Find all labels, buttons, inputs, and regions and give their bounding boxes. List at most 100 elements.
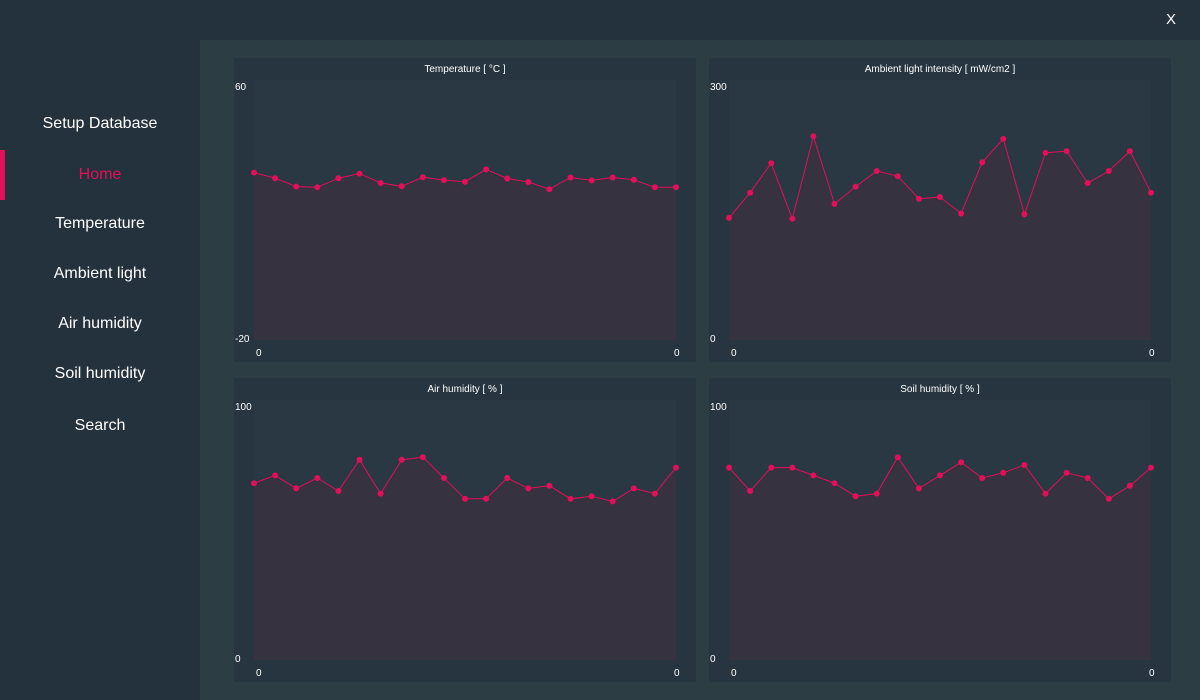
sidebar-item-temperature[interactable]: Temperature — [0, 199, 200, 249]
data-point — [1084, 475, 1091, 481]
air-humidity-chart-panel: Air humidity [ % ] 100 0 0 0 — [234, 378, 696, 682]
data-point — [873, 168, 880, 174]
area-fill — [729, 457, 1151, 660]
data-point — [673, 464, 679, 471]
data-point — [630, 176, 637, 183]
data-point — [567, 495, 574, 502]
ambient-light-chart: 300 0 0 0 — [710, 80, 1155, 359]
data-point — [937, 472, 943, 479]
data-point — [726, 214, 732, 221]
data-point — [356, 170, 363, 177]
temperature-chart-panel: Temperature [ °C ] 60 -20 0 0 — [234, 58, 696, 362]
data-point — [588, 493, 595, 500]
sidebar-item-soil-humidity[interactable]: Soil humidity — [0, 349, 200, 399]
data-point — [483, 495, 490, 502]
data-point — [979, 475, 986, 481]
data-point — [937, 194, 943, 200]
data-point — [831, 200, 838, 207]
data-point — [810, 472, 817, 479]
data-point — [768, 464, 775, 471]
x-tick-start: 0 — [256, 668, 262, 679]
data-point — [314, 184, 321, 191]
x-tick-start: 0 — [731, 348, 737, 359]
data-point — [314, 475, 321, 481]
x-tick-start: 0 — [731, 668, 737, 679]
data-point — [293, 485, 300, 492]
data-point — [377, 490, 384, 497]
data-point — [630, 485, 637, 492]
data-point — [1105, 168, 1112, 174]
data-point — [398, 456, 405, 463]
sidebar-item-label: Ambient light — [53, 265, 147, 282]
y-tick-min: 0 — [710, 334, 716, 345]
data-point — [1084, 180, 1091, 187]
data-point — [525, 485, 532, 492]
sidebar-item-home[interactable]: Home — [0, 150, 200, 200]
sidebar-item-label: Setup Database — [42, 115, 158, 132]
data-point — [768, 160, 775, 167]
data-point — [525, 179, 532, 185]
sidebar-item-label: Air humidity — [58, 315, 142, 332]
data-point — [272, 472, 279, 479]
data-point — [747, 488, 754, 494]
data-point — [651, 184, 658, 191]
area-fill — [254, 457, 676, 660]
data-point — [1021, 462, 1028, 468]
area-fill — [729, 136, 1151, 340]
data-point — [852, 493, 859, 500]
data-point — [673, 184, 679, 191]
data-point — [1021, 211, 1028, 218]
sidebar-item-ambient-light[interactable]: Ambient light — [0, 249, 200, 299]
close-button[interactable]: X — [1165, 11, 1176, 28]
air-humidity-chart: 100 0 0 0 — [235, 400, 680, 679]
soil-humidity-chart-panel: Soil humidity [ % ] 100 0 0 0 — [709, 378, 1171, 682]
data-point — [272, 175, 279, 182]
y-tick-min: 0 — [235, 654, 241, 665]
title-bar: X — [0, 0, 1200, 40]
y-tick-max: 100 — [710, 402, 727, 413]
y-tick-min: -20 — [235, 334, 250, 345]
data-point — [958, 459, 965, 466]
data-point — [1148, 464, 1154, 471]
data-point — [979, 159, 986, 166]
sidebar-item-label: Soil humidity — [54, 365, 146, 382]
data-point — [894, 454, 901, 461]
y-tick-max: 60 — [235, 82, 247, 93]
data-point — [789, 215, 796, 222]
sidebar-item-setup-database[interactable]: Setup Database — [0, 99, 200, 149]
data-point — [419, 454, 426, 461]
data-point — [1042, 149, 1049, 156]
soil-humidity-chart: 100 0 0 0 — [710, 400, 1155, 679]
data-point — [1148, 189, 1154, 196]
temperature-chart: 60 -20 0 0 — [235, 80, 680, 359]
chart-title: Air humidity [ % ] — [427, 384, 503, 395]
data-point — [440, 177, 447, 184]
sidebar-item-air-humidity[interactable]: Air humidity — [0, 299, 200, 349]
y-tick-max: 300 — [710, 82, 727, 93]
data-point — [567, 174, 574, 181]
y-tick-max: 100 — [235, 402, 252, 413]
x-tick-end: 0 — [674, 348, 680, 359]
data-point — [1105, 495, 1112, 502]
data-point — [462, 495, 468, 502]
data-point — [1000, 469, 1007, 476]
data-point — [873, 490, 880, 497]
sidebar-item-label: Home — [78, 166, 122, 183]
data-point — [546, 482, 553, 489]
data-point — [915, 485, 922, 492]
data-point — [377, 180, 384, 186]
data-point — [1126, 482, 1133, 489]
y-tick-min: 0 — [710, 654, 716, 665]
data-point — [251, 169, 257, 176]
data-point — [588, 177, 595, 184]
chart-title: Temperature [ °C ] — [424, 64, 506, 75]
data-point — [789, 464, 796, 471]
x-tick-end: 0 — [674, 668, 680, 679]
sidebar-item-search[interactable]: Search — [0, 401, 200, 451]
data-point — [651, 490, 658, 497]
chart-title: Soil humidity [ % ] — [900, 384, 980, 395]
data-point — [609, 498, 616, 505]
data-point — [747, 189, 754, 196]
chart-title: Ambient light intensity [ mW/cm2 ] — [864, 64, 1016, 75]
area-fill — [254, 169, 676, 340]
